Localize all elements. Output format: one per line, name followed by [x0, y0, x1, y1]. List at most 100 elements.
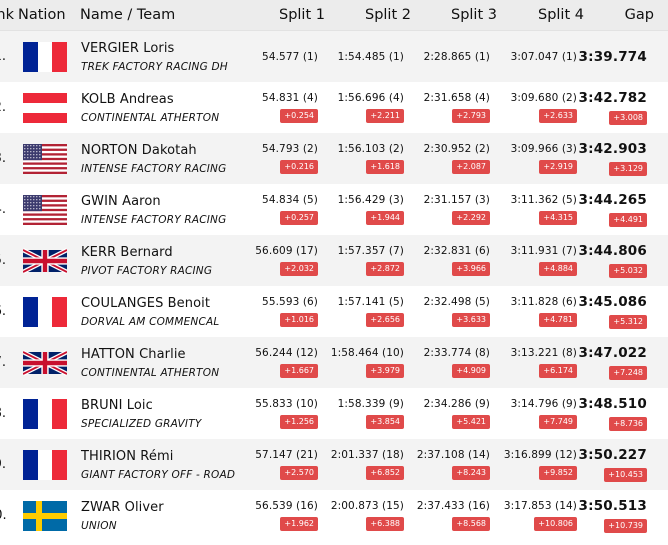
split-cell: 2:30.952 (2) +2.087 [406, 143, 492, 174]
rider-name[interactable]: GWIN Aaron [81, 193, 161, 209]
split-delta-badge: +2.872 [366, 262, 404, 276]
rider-name[interactable]: BRUNI Loic [81, 397, 153, 413]
rider-name[interactable]: THIRION Rémi [81, 448, 174, 464]
split-delta-badge: +0.216 [280, 160, 318, 174]
split-delta-badge: +2.292 [452, 211, 490, 225]
split-cell: 56.539 (16) +1.962 [239, 500, 320, 531]
aut-flag-icon [18, 92, 72, 123]
split-cell: 2:32.831 (6) +3.966 [406, 245, 492, 276]
split-delta-badge: +8.568 [452, 517, 490, 531]
header-rank[interactable]: nk [0, 7, 14, 23]
table-row[interactable]: 1. VERGIER Loris TREK FACTORY RACING DH 54.… [0, 31, 668, 82]
split-cell: 55.833 (10) +1.256 [239, 398, 320, 429]
team-name: CONTINENTAL ATHERTON [81, 366, 220, 379]
rank-cell: 5. [0, 253, 6, 268]
table-body: 1. VERGIER Loris TREK FACTORY RACING DH 54.… [0, 31, 668, 541]
team-name: INTENSE FACTORY RACING [81, 162, 227, 175]
split-cell: 1:57.141 (5) +2.656 [320, 296, 406, 327]
team-name: UNION [81, 519, 117, 532]
table-row[interactable]: 8. BRUNI Loic SPECIALIZED GRAVITY 55.833 (1… [0, 388, 668, 439]
split-time: 2:37.108 (14) [416, 449, 490, 461]
table-row[interactable]: 3. NORTON Dakotah INTENSE FACTORY RACING 54… [0, 133, 668, 184]
split-cell: 3:11.931 (7) +4.884 [492, 245, 579, 276]
split-cell: 2:00.873 (15) +6.388 [320, 500, 406, 531]
split-cell: 3:17.853 (14) +10.806 [492, 500, 579, 531]
split-time: 1:58.339 (9) [337, 398, 404, 410]
table-row[interactable]: 4. GWIN Aaron INTENSE FACTORY RACING 54.834… [0, 184, 668, 235]
split-cell: 1:56.696 (4) +2.211 [320, 92, 406, 123]
split-cell: 3:09.966 (3) +2.919 [492, 143, 579, 174]
rider-name[interactable]: VERGIER Loris [81, 40, 175, 56]
rider-cell: KOLB Andreas CONTINENTAL ATHERTON [72, 92, 239, 124]
rider-cell: KERR Bernard PIVOT FACTORY RACING [72, 245, 239, 277]
rider-name[interactable]: ZWAR Oliver [81, 499, 164, 515]
header-split-2[interactable]: Split 2 [365, 7, 411, 23]
split-cell: 1:56.429 (3) +1.944 [320, 194, 406, 225]
split-time: 1:58.464 (10) [330, 347, 404, 359]
split-cell: 1:54.485 (1) [320, 51, 406, 63]
gap-badge: +10.453 [604, 468, 647, 482]
split-time: 55.593 (6) [262, 296, 318, 308]
table-header: nk Nation Name / Team Split 1 Split 2 Sp… [0, 0, 668, 31]
rider-cell: VERGIER Loris TREK FACTORY RACING DH [72, 41, 239, 73]
split-time: 54.831 (4) [262, 92, 318, 104]
split-time: 2:31.157 (3) [423, 194, 490, 206]
final-cell: 3:44.265 +4.491 [579, 192, 651, 227]
split-time: 3:11.828 (6) [510, 296, 577, 308]
split-delta-badge: +2.087 [452, 160, 490, 174]
header-split-4[interactable]: Split 4 [538, 7, 584, 23]
split-delta-badge: +2.570 [280, 466, 318, 480]
header-split-3[interactable]: Split 3 [451, 7, 497, 23]
split-time: 2:32.831 (6) [423, 245, 490, 257]
rank-cell: 4. [0, 202, 6, 217]
gap-badge: +4.491 [609, 213, 647, 227]
split-delta-badge: +3.854 [366, 415, 404, 429]
final-cell: 3:39.774 [579, 49, 651, 65]
team-name: INTENSE FACTORY RACING [81, 213, 227, 226]
fra-flag-icon [18, 449, 72, 480]
rider-name[interactable]: HATTON Charlie [81, 346, 186, 362]
split-delta-badge: +7.749 [539, 415, 577, 429]
rider-name[interactable]: KOLB Andreas [81, 91, 174, 107]
split-cell: 1:57.357 (7) +2.872 [320, 245, 406, 276]
team-name: CONTINENTAL ATHERTON [81, 111, 220, 124]
split-time: 3:13.221 (8) [510, 347, 577, 359]
fra-flag-icon [18, 398, 72, 429]
split-time: 55.833 (10) [255, 398, 318, 410]
final-time: 3:45.086 [578, 294, 647, 310]
rider-cell: THIRION Rémi GIANT FACTORY OFF - ROAD [72, 449, 239, 481]
header-nation[interactable]: Nation [18, 7, 66, 23]
rider-name[interactable]: KERR Bernard [81, 244, 173, 260]
usa-flag-icon [18, 143, 72, 174]
header-name-team[interactable]: Name / Team [80, 7, 176, 23]
table-row[interactable]: 7. HATTON Charlie CONTINENTAL ATHERTON 56.2… [0, 337, 668, 388]
gbr-flag-icon [18, 246, 72, 276]
split-delta-badge: +2.919 [539, 160, 577, 174]
split-cell: 1:58.339 (9) +3.854 [320, 398, 406, 429]
header-split-1[interactable]: Split 1 [279, 7, 325, 23]
split-cell: 3:11.828 (6) +4.781 [492, 296, 579, 327]
rider-name[interactable]: NORTON Dakotah [81, 142, 197, 158]
split-delta-badge: +10.806 [534, 517, 577, 531]
table-row[interactable]: 6. COULANGES Benoit DORVAL AM COMMENCAL 55.… [0, 286, 668, 337]
split-delta-badge: +2.211 [366, 109, 404, 123]
split-time: 2:28.865 (1) [423, 50, 490, 63]
header-gap[interactable]: Gap [624, 7, 654, 23]
split-time: 3:11.362 (5) [510, 194, 577, 206]
rider-cell: GWIN Aaron INTENSE FACTORY RACING [72, 194, 239, 226]
rider-name[interactable]: COULANGES Benoit [81, 295, 211, 311]
table-row[interactable]: 5. KERR Bernard PIVOT FACTORY RACING 56.609… [0, 235, 668, 286]
rider-cell: HATTON Charlie CONTINENTAL ATHERTON [72, 347, 239, 379]
split-cell: 2:31.157 (3) +2.292 [406, 194, 492, 225]
gap-badge: +7.248 [609, 366, 647, 380]
table-row[interactable]: 2. KOLB Andreas CONTINENTAL ATHERTON 54.831… [0, 82, 668, 133]
split-cell: 2:32.498 (5) +3.633 [406, 296, 492, 327]
rank-cell: 8. [0, 406, 6, 421]
split-time: 1:56.429 (3) [337, 194, 404, 206]
split-cell: 54.793 (2) +0.216 [239, 143, 320, 174]
split-time: 1:54.485 (1) [337, 50, 404, 63]
gap-badge: +8.736 [609, 417, 647, 431]
split-delta-badge: +2.633 [539, 109, 577, 123]
